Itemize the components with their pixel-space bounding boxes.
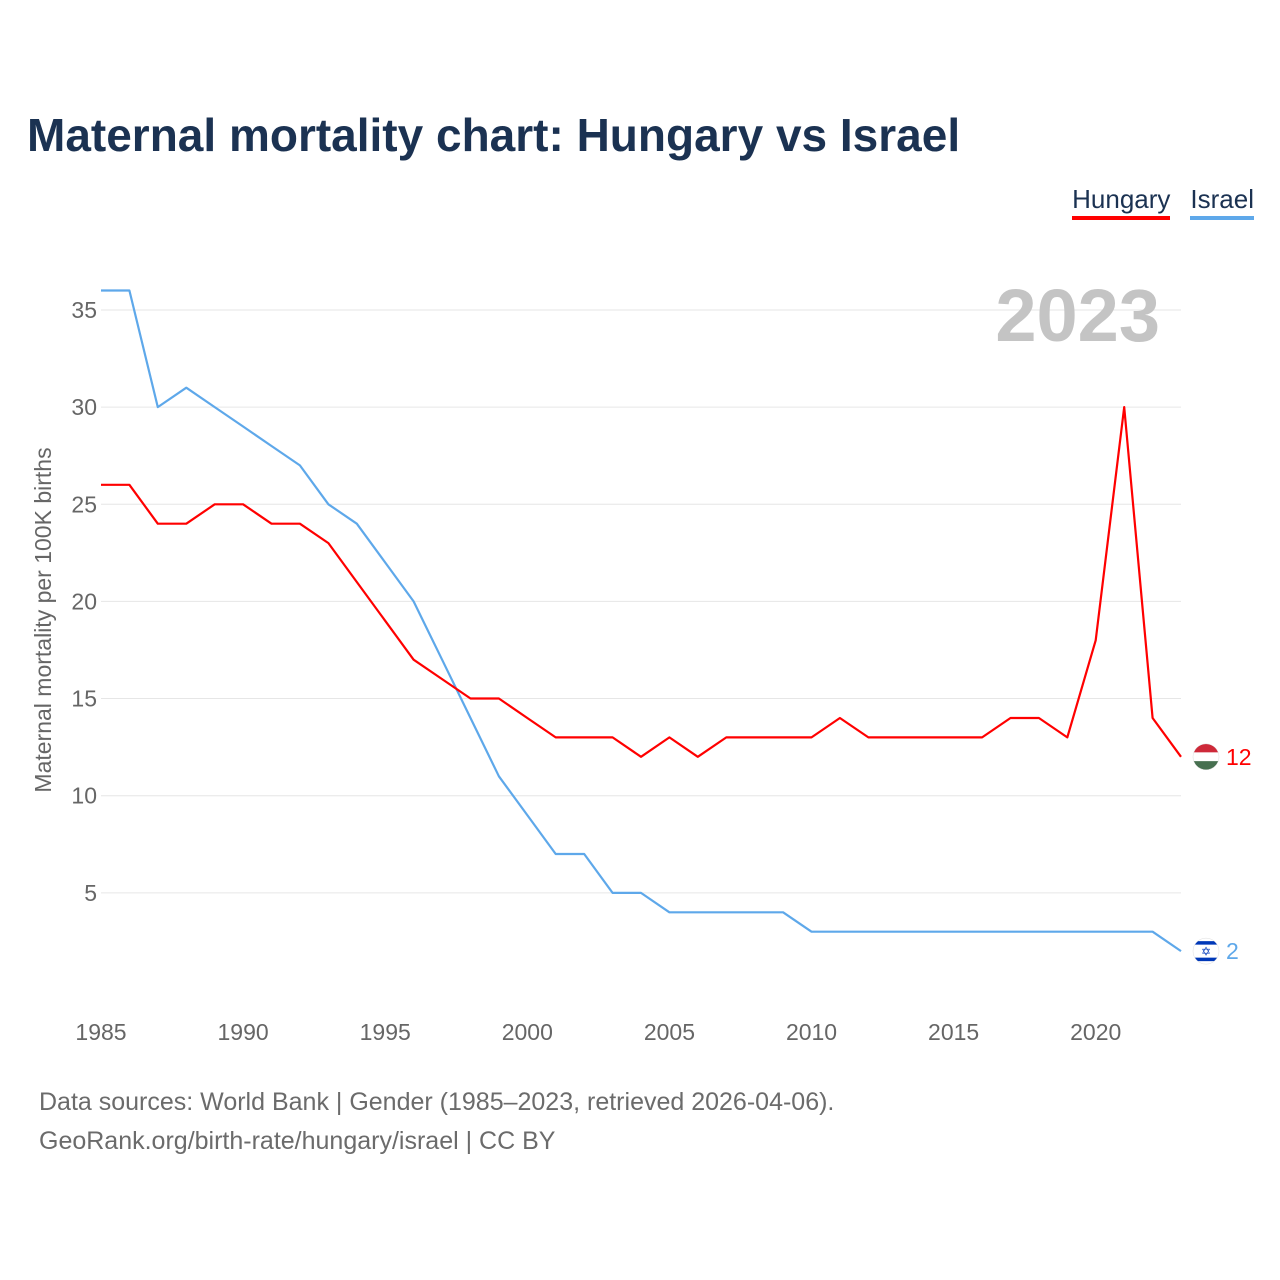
x-tick-label: 2010 <box>786 1019 837 1045</box>
y-tick-label: 15 <box>71 686 97 712</box>
flag-hungary-icon <box>1192 743 1220 771</box>
x-tick-label: 2000 <box>502 1019 553 1045</box>
y-tick-label: 10 <box>71 783 97 809</box>
y-axis-label: Maternal mortality per 100K births <box>30 447 56 792</box>
series-line-hungary <box>101 406 1182 758</box>
y-tick-label: 20 <box>71 588 97 614</box>
end-label-israel: 2 <box>1226 938 1239 964</box>
series-line-israel <box>101 289 1182 953</box>
x-tick-label: 1985 <box>75 1019 126 1045</box>
x-tick-label: 2020 <box>1070 1019 1121 1045</box>
chart-title: Maternal mortality chart: Hungary vs Isr… <box>27 109 961 161</box>
year-label: 2023 <box>995 274 1160 357</box>
source-line-1: Data sources: World Bank | Gender (1985–… <box>39 1088 835 1116</box>
source-line-2[interactable]: GeoRank.org/birth-rate/hungary/israel | … <box>39 1127 556 1155</box>
y-tick-label: 30 <box>71 394 97 420</box>
y-tick-label: 35 <box>71 297 97 323</box>
x-tick-label: 1995 <box>360 1019 411 1045</box>
svg-text:✡: ✡ <box>1201 945 1211 959</box>
y-tick-label: 5 <box>84 880 97 906</box>
end-label-hungary: 12 <box>1226 744 1252 770</box>
x-tick-label: 1990 <box>218 1019 269 1045</box>
legend-hungary[interactable]: Hungary <box>1072 184 1171 220</box>
x-tick-label: 2015 <box>928 1019 979 1045</box>
y-tick-label: 25 <box>71 491 97 517</box>
legend-israel[interactable]: Israel <box>1190 184 1254 220</box>
x-tick-label: 2005 <box>644 1019 695 1045</box>
flag-israel-icon: ✡ <box>1192 937 1220 965</box>
legend: Hungary Israel <box>1072 184 1254 220</box>
